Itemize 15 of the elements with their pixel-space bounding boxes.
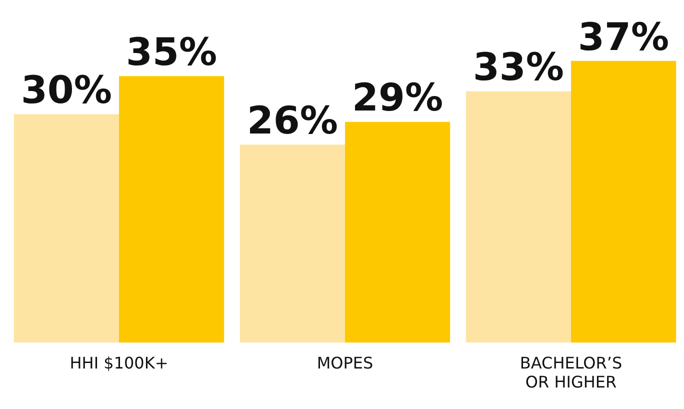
data-label: 30% [20, 68, 112, 112]
bar [14, 114, 119, 343]
x-tick-label: HHI $100K+ [70, 353, 168, 372]
x-tick-label: BACHELOR’S OR HIGHER [520, 353, 622, 392]
bar [466, 91, 571, 343]
x-tick-label: MOPES [316, 353, 374, 372]
bar [119, 76, 224, 343]
bar [345, 122, 450, 343]
data-label: 35% [126, 30, 218, 74]
data-label: 33% [472, 45, 564, 90]
data-label: 26% [246, 98, 338, 143]
bar [571, 60, 676, 343]
data-label: 29% [352, 76, 444, 120]
bar [240, 144, 345, 343]
data-label: 37% [578, 14, 670, 59]
